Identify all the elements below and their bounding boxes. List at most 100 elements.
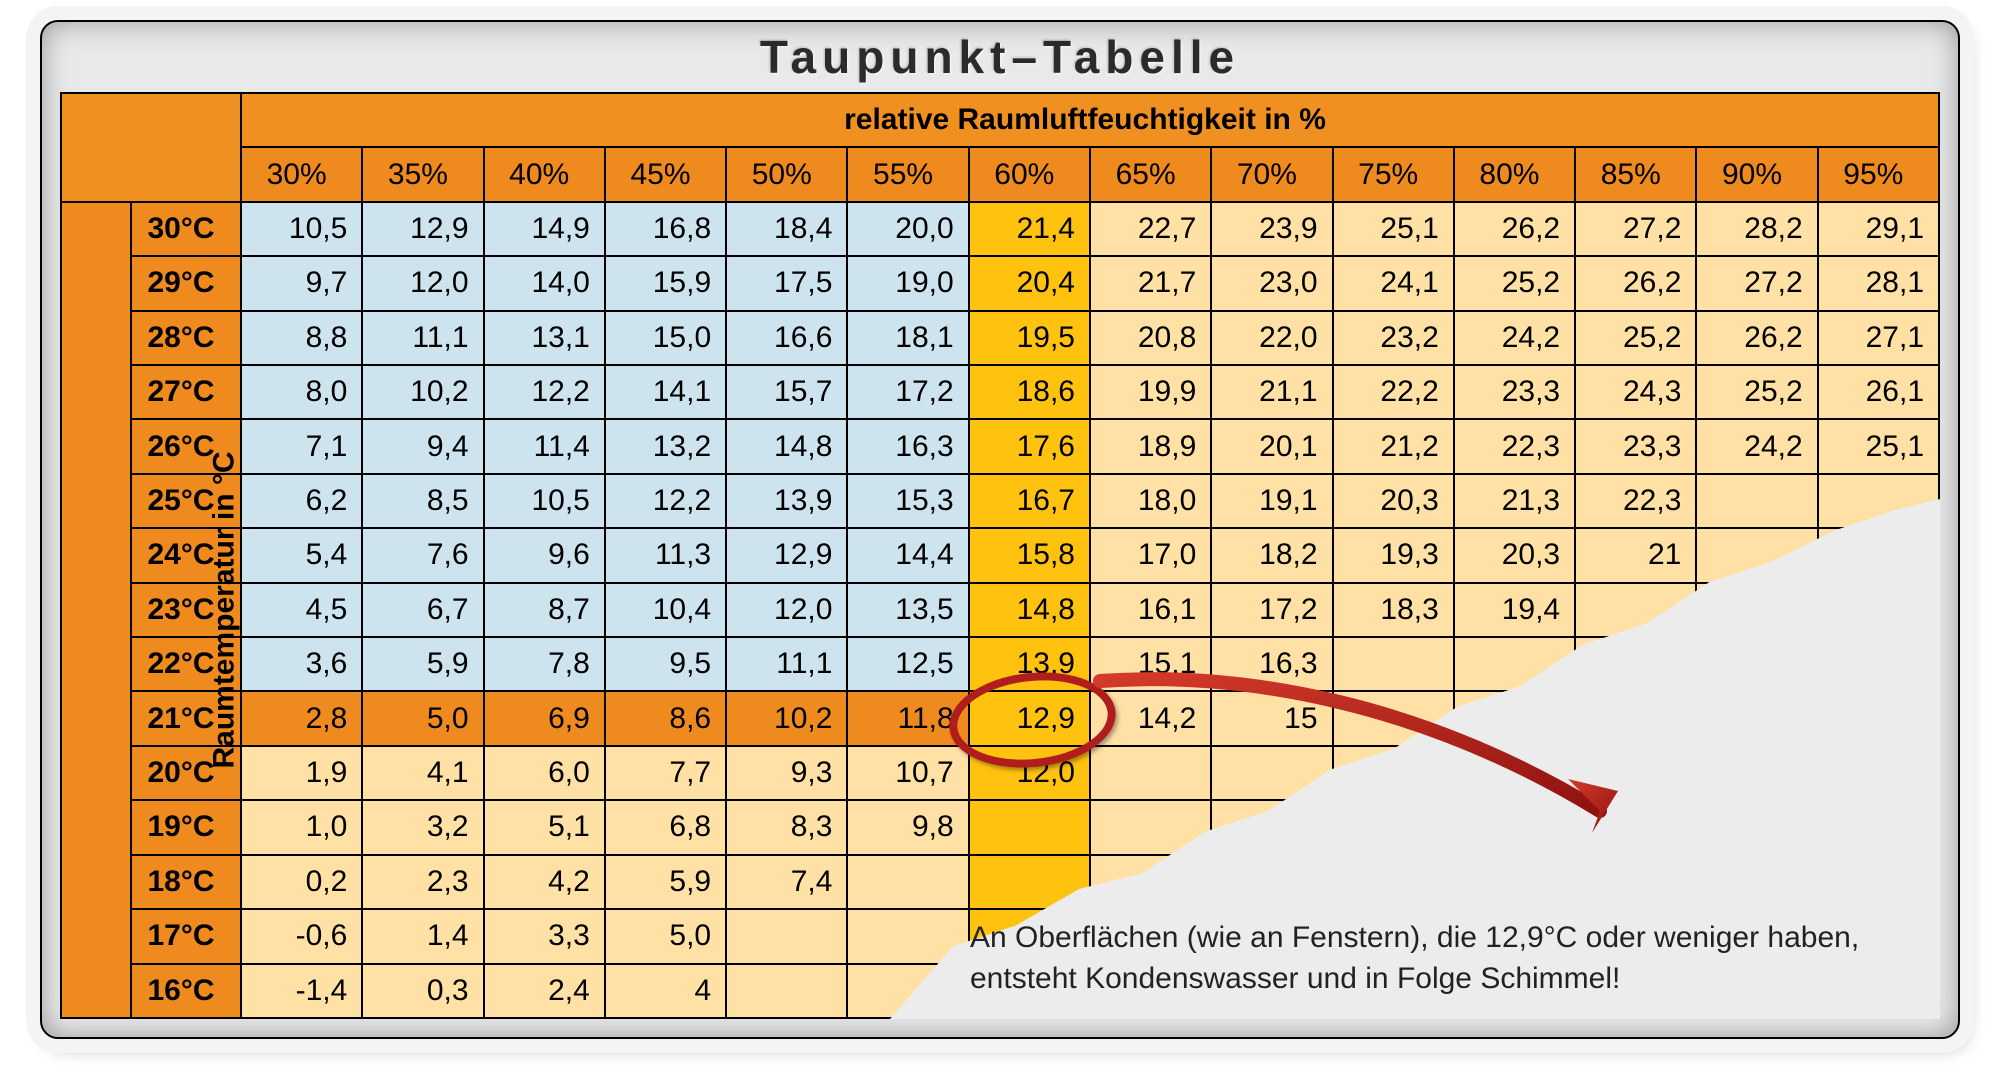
cell-t17-h45: 5,0 bbox=[605, 909, 726, 963]
cell-t29-h35: 12,0 bbox=[362, 256, 483, 310]
cell-t25-h90 bbox=[1696, 474, 1817, 528]
cell-t27-h40: 12,2 bbox=[484, 365, 605, 419]
cell-t25-h35: 8,5 bbox=[362, 474, 483, 528]
cell-t23-h75: 18,3 bbox=[1333, 583, 1454, 637]
cell-t29-h40: 14,0 bbox=[484, 256, 605, 310]
humidity-col-50: 50% bbox=[726, 147, 847, 201]
cell-t28-h75: 23,2 bbox=[1333, 311, 1454, 365]
cell-t24-h35: 7,6 bbox=[362, 528, 483, 582]
cell-t21-h30: 2,8 bbox=[241, 691, 362, 745]
cell-t23-h45: 10,4 bbox=[605, 583, 726, 637]
cell-t30-h85: 27,2 bbox=[1575, 202, 1696, 256]
cell-t20-h60: 12,0 bbox=[969, 746, 1090, 800]
cell-t20-h40: 6,0 bbox=[484, 746, 605, 800]
cell-t22-h30: 3,6 bbox=[241, 637, 362, 691]
cell-t20-h65 bbox=[1090, 746, 1211, 800]
table-frame: Taupunkt–Tabelle relative Raumluftfeucht… bbox=[40, 20, 1960, 1039]
cell-t27-h95: 26,1 bbox=[1818, 365, 1939, 419]
cell-t27-h55: 17,2 bbox=[847, 365, 968, 419]
callout-paragraph: An Oberflächen (wie an Fenstern), die 12… bbox=[970, 918, 1890, 999]
cell-t27-h30: 8,0 bbox=[241, 365, 362, 419]
cell-t26-h95: 25,1 bbox=[1818, 419, 1939, 473]
humidity-col-95: 95% bbox=[1818, 147, 1939, 201]
cell-t26-h85: 23,3 bbox=[1575, 419, 1696, 473]
temperature-row-19: 19°C bbox=[131, 800, 241, 854]
cell-t30-h35: 12,9 bbox=[362, 202, 483, 256]
cell-t30-h40: 14,9 bbox=[484, 202, 605, 256]
cell-t18-h30: 0,2 bbox=[241, 855, 362, 909]
cell-t22-h70: 16,3 bbox=[1211, 637, 1332, 691]
table-wrap: relative Raumluftfeuchtigkeit in %30%35%… bbox=[60, 92, 1940, 1019]
cell-t28-h70: 22,0 bbox=[1211, 311, 1332, 365]
cell-t23-h55: 13,5 bbox=[847, 583, 968, 637]
temperature-row-18: 18°C bbox=[131, 855, 241, 909]
cell-t26-h65: 18,9 bbox=[1090, 419, 1211, 473]
cell-t25-h30: 6,2 bbox=[241, 474, 362, 528]
stage: Taupunkt–Tabelle relative Raumluftfeucht… bbox=[0, 0, 2000, 1079]
cell-t26-h90: 24,2 bbox=[1696, 419, 1817, 473]
cell-t28-h30: 8,8 bbox=[241, 311, 362, 365]
humidity-col-70: 70% bbox=[1211, 147, 1332, 201]
temperature-row-27: 27°C bbox=[131, 365, 241, 419]
cell-t19-h60 bbox=[969, 800, 1090, 854]
cell-t24-h85: 21 bbox=[1575, 528, 1696, 582]
cell-t16-h35: 0,3 bbox=[362, 964, 483, 1019]
cell-t27-h50: 15,7 bbox=[726, 365, 847, 419]
cell-t18-h40: 4,2 bbox=[484, 855, 605, 909]
cell-t22-h55: 12,5 bbox=[847, 637, 968, 691]
cell-t21-h55: 11,8 bbox=[847, 691, 968, 745]
cell-t28-h80: 24,2 bbox=[1454, 311, 1575, 365]
cell-t28-h35: 11,1 bbox=[362, 311, 483, 365]
cell-t23-h35: 6,7 bbox=[362, 583, 483, 637]
temperature-axis-header: Raumtemperatur in °C bbox=[61, 202, 131, 1018]
cell-t22-h40: 7,8 bbox=[484, 637, 605, 691]
humidity-col-30: 30% bbox=[241, 147, 362, 201]
cell-t30-h90: 28,2 bbox=[1696, 202, 1817, 256]
cell-t27-h35: 10,2 bbox=[362, 365, 483, 419]
cell-t28-h85: 25,2 bbox=[1575, 311, 1696, 365]
cell-t22-h60: 13,9 bbox=[969, 637, 1090, 691]
cell-t29-h65: 21,7 bbox=[1090, 256, 1211, 310]
cell-t24-h40: 9,6 bbox=[484, 528, 605, 582]
cell-t24-h60: 15,8 bbox=[969, 528, 1090, 582]
cell-t27-h80: 23,3 bbox=[1454, 365, 1575, 419]
cell-t18-h35: 2,3 bbox=[362, 855, 483, 909]
temperature-row-17: 17°C bbox=[131, 909, 241, 963]
cell-t29-h95: 28,1 bbox=[1818, 256, 1939, 310]
cell-t25-h65: 18,0 bbox=[1090, 474, 1211, 528]
cell-t24-h80: 20,3 bbox=[1454, 528, 1575, 582]
cell-t26-h60: 17,6 bbox=[969, 419, 1090, 473]
cell-t25-h50: 13,9 bbox=[726, 474, 847, 528]
cell-t28-h60: 19,5 bbox=[969, 311, 1090, 365]
cell-t24-h50: 12,9 bbox=[726, 528, 847, 582]
cell-t23-h30: 4,5 bbox=[241, 583, 362, 637]
cell-t16-h40: 2,4 bbox=[484, 964, 605, 1019]
cell-t24-h75: 19,3 bbox=[1333, 528, 1454, 582]
cell-t21-h45: 8,6 bbox=[605, 691, 726, 745]
cell-t26-h45: 13,2 bbox=[605, 419, 726, 473]
cell-t27-h85: 24,3 bbox=[1575, 365, 1696, 419]
cell-t30-h50: 18,4 bbox=[726, 202, 847, 256]
humidity-col-85: 85% bbox=[1575, 147, 1696, 201]
cell-t22-h45: 9,5 bbox=[605, 637, 726, 691]
cell-t28-h90: 26,2 bbox=[1696, 311, 1817, 365]
cell-t30-h65: 22,7 bbox=[1090, 202, 1211, 256]
cell-t27-h75: 22,2 bbox=[1333, 365, 1454, 419]
cell-t27-h90: 25,2 bbox=[1696, 365, 1817, 419]
cell-t26-h50: 14,8 bbox=[726, 419, 847, 473]
cell-t17-h40: 3,3 bbox=[484, 909, 605, 963]
temperature-row-28: 28°C bbox=[131, 311, 241, 365]
cell-t18-h55 bbox=[847, 855, 968, 909]
cell-t29-h85: 26,2 bbox=[1575, 256, 1696, 310]
cell-t27-h45: 14,1 bbox=[605, 365, 726, 419]
cell-t26-h55: 16,3 bbox=[847, 419, 968, 473]
humidity-col-60: 60% bbox=[969, 147, 1090, 201]
cell-t24-h30: 5,4 bbox=[241, 528, 362, 582]
cell-t23-h80: 19,4 bbox=[1454, 583, 1575, 637]
cell-t25-h85: 22,3 bbox=[1575, 474, 1696, 528]
cell-t29-h55: 19,0 bbox=[847, 256, 968, 310]
cell-t29-h80: 25,2 bbox=[1454, 256, 1575, 310]
cell-t25-h45: 12,2 bbox=[605, 474, 726, 528]
cell-t21-h35: 5,0 bbox=[362, 691, 483, 745]
cell-t19-h30: 1,0 bbox=[241, 800, 362, 854]
